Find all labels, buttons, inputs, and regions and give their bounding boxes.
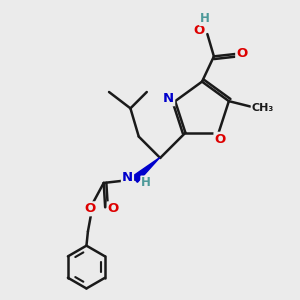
Text: O: O xyxy=(194,24,205,37)
Text: O: O xyxy=(236,47,248,61)
Text: H: H xyxy=(141,176,151,189)
Text: N: N xyxy=(163,92,174,105)
Text: O: O xyxy=(108,202,119,215)
Text: N: N xyxy=(122,171,133,184)
Text: CH₃: CH₃ xyxy=(252,103,274,113)
Text: O: O xyxy=(84,202,95,215)
Text: O: O xyxy=(214,133,226,146)
Text: H: H xyxy=(200,12,210,25)
Polygon shape xyxy=(132,158,160,182)
